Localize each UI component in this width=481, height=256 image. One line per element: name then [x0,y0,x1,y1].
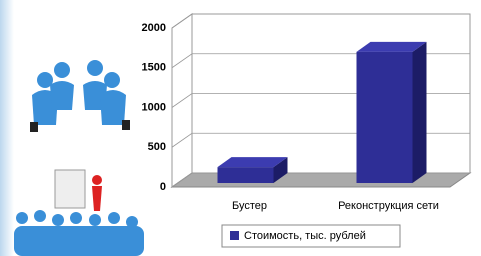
x-tick-label: Бустер [232,200,267,212]
y-tick-label: 0 [160,181,166,193]
legend-label: Стоимость, тыс. рублей [244,230,366,242]
y-tick-label: 500 [148,141,166,153]
floor [172,173,470,187]
y-tick-label: 1500 [142,62,166,74]
bar-side [413,42,427,183]
people-team-icon [30,60,130,132]
legend-swatch [230,231,239,240]
y-tick-label: 1000 [142,101,166,113]
presentation-icon [14,170,144,256]
chart: 0 500 1000 1500 2000 Бустер Реконструкция сети… [142,14,470,247]
side-strip [0,0,14,256]
slide: 0 500 1000 1500 2000 Бустер Реконструкция сети… [0,0,481,256]
bar [357,52,413,183]
bar [218,167,274,183]
x-tick-label: Реконструкция сети [338,200,439,212]
y-tick-label: 2000 [142,22,166,34]
